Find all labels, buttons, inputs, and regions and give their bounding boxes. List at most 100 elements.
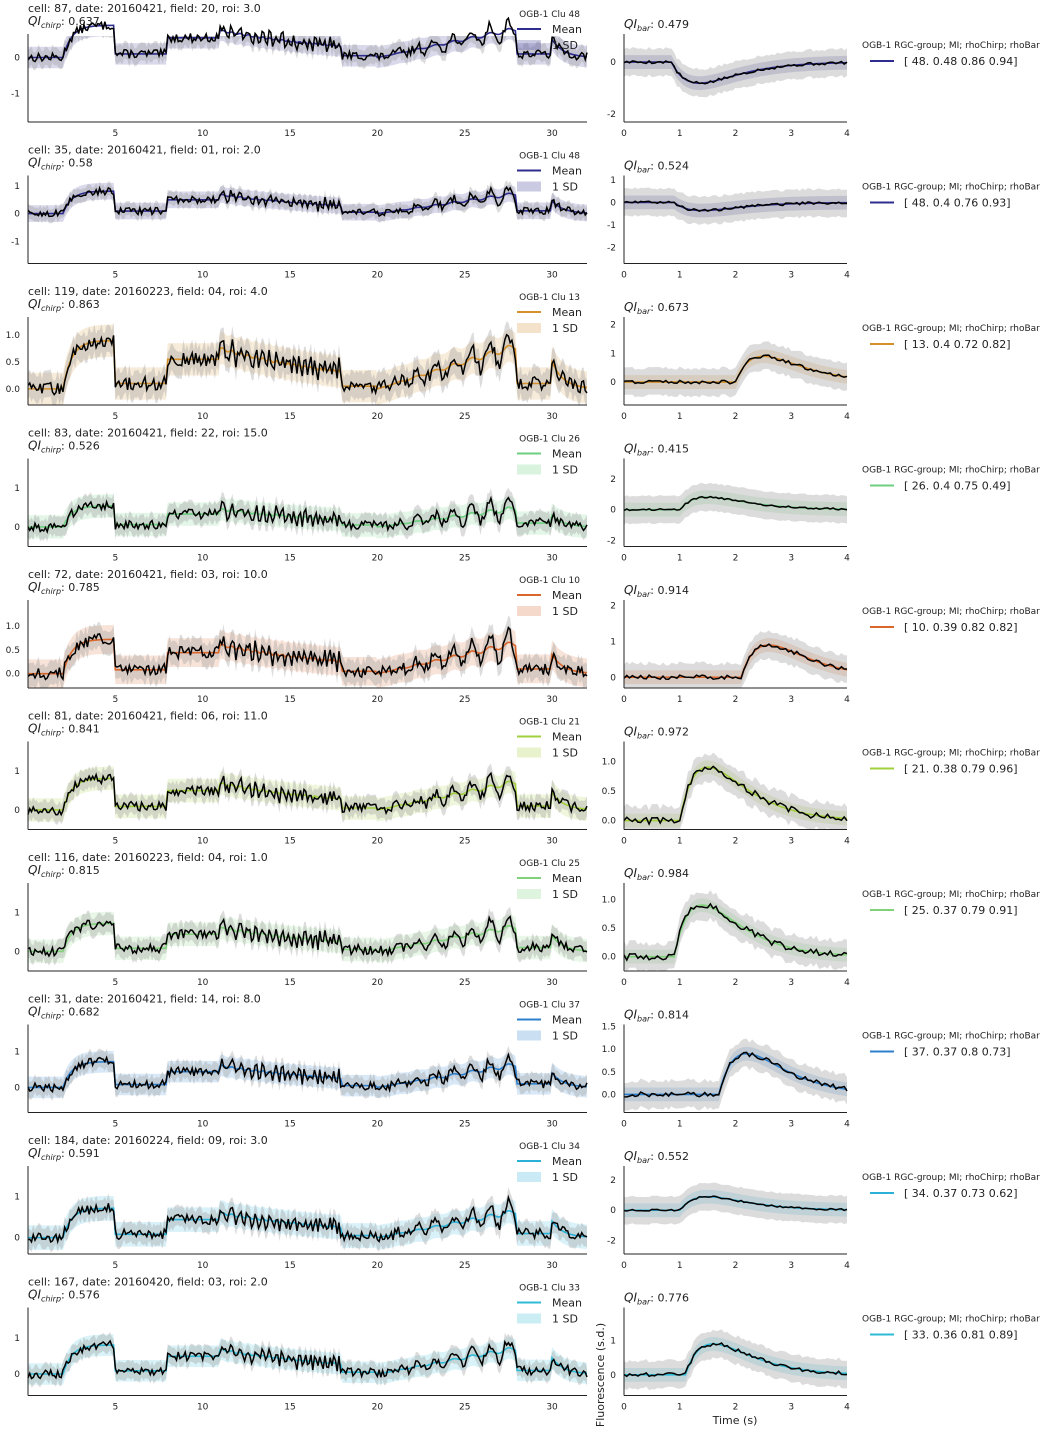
bar-panel: QIbar: 0.479 0 1 2 3 4 0 -2 OGB-1 RGC-group; MI;… [607,17,1040,139]
chirp-x-tick: 15 [284,1120,295,1130]
chirp-x-tick: 5 [112,129,118,139]
cell-sd-band [28,615,587,688]
bar-cell-line [623,354,848,385]
bar-y-tick: 0 [610,378,616,388]
chirp-x-tick: 10 [197,129,209,139]
bar-x-tick: 3 [788,1261,794,1271]
legend-header: OGB-1 RGC-group; MI; rhoChirp; rhoBar [862,1032,1040,1042]
bar-cell-line [623,59,848,85]
chirp-y-tick: 0 [14,523,20,533]
chirp-x-tick: 20 [372,271,384,281]
chirp-legend-title: OGB-1 Clu 37 [519,1001,580,1011]
chirp-panel: cell: 83, date: 20160421, field: 22, roi… [14,427,588,564]
chirp-x-tick: 20 [372,1403,384,1413]
bar-x-tick: 1 [677,1120,683,1130]
bar-x-tick: 4 [844,1120,850,1130]
chirp-y-tick: 1.0 [6,331,21,341]
chirp-x-tick: 20 [372,695,384,705]
bar-x-tick: 2 [733,554,739,564]
chirp-legend-title: OGB-1 Clu 34 [519,1142,580,1152]
bar-x-tick: 4 [844,695,850,705]
chirp-x-tick: 25 [459,412,470,422]
bar-x-tick: 4 [844,412,850,422]
chirp-legend-sd-swatch [517,40,541,50]
chirp-x-tick: 15 [284,1403,295,1413]
bar-y-tick: 0.5 [602,1068,616,1078]
chirp-legend-title: OGB-1 Clu 48 [519,10,580,20]
chirp-title: cell: 167, date: 20160420, field: 03, ro… [28,1276,268,1289]
bar-y-tick: 0.0 [602,817,617,827]
chirp-y-tick: 1 [14,1048,20,1058]
chirp-x-tick: 30 [546,554,558,564]
legend-header: OGB-1 RGC-group; MI; rhoChirp; rhoBar [862,324,1040,334]
bar-qi-label: QIbar: 0.972 [624,725,689,741]
chirp-x-tick: 5 [112,412,118,422]
bar-qi-label: QIbar: 0.776 [624,1291,689,1307]
chirp-legend-mean-label: Mean [552,1014,582,1027]
chirp-x-tick: 10 [197,978,209,988]
bar-y-tick: 2 [610,1176,616,1186]
chirp-y-tick: 1 [14,1193,20,1203]
chirp-x-tick: 30 [546,978,558,988]
bar-sd-band [624,1337,847,1382]
chirp-sd-band [28,182,587,222]
chirp-y-tick: 0 [14,210,20,220]
chirp-legend-sd-swatch [517,323,541,333]
bar-x-tick: 4 [844,129,850,139]
bar-x-tick: 2 [733,1403,739,1413]
chirp-legend-title: OGB-1 Clu 10 [519,576,580,586]
chirp-title: cell: 35, date: 20160421, field: 01, roi… [28,144,261,157]
chirp-legend-sd-swatch [517,1030,541,1041]
bar-x-tick: 2 [733,837,739,847]
bar-x-tick: 4 [844,1403,850,1413]
bar-x-tick: 2 [733,978,739,988]
bar-x-tick: 1 [677,1403,683,1413]
chirp-y-tick: 0 [14,806,20,816]
bar-panel: QIbar: 0.814 0 1 2 3 4 1.5 1.0 0.5 0.0 OGB-1 RGC-g… [602,1008,1040,1130]
chirp-y-tick: 1 [14,908,20,918]
bar-x-tick: 1 [677,1261,683,1271]
chirp-x-tick: 15 [284,695,295,705]
chirp-y-tick: 0.0 [6,385,21,395]
chirp-x-tick: 30 [546,1403,558,1413]
bar-x-tick: 0 [621,554,627,564]
bar-x-tick: 0 [621,837,627,847]
chirp-panel: cell: 72, date: 20160421, field: 03, roi… [6,568,588,705]
chirp-panel: cell: 116, date: 20160223, field: 04, ro… [14,851,588,988]
chirp-legend-sd-label: 1 SD [552,605,578,618]
bar-cell-line [623,495,848,512]
cell-trace-line [27,16,588,63]
bar-panel: QIbar: 0.914 0 1 2 3 4 2 1 0 OGB-1 RGC-group; MI;… [610,583,1040,705]
chirp-x-tick: 10 [197,1403,209,1413]
bar-x-tick: 4 [844,837,850,847]
chirp-x-tick: 30 [546,271,558,281]
chirp-x-tick: 30 [546,1261,558,1271]
chirp-legend-title: OGB-1 Clu 48 [519,152,580,162]
bar-cell-line [623,765,848,826]
chirp-x-tick: 5 [112,1120,118,1130]
bar-panel: QIbar: 0.524 0 1 2 3 4 1 0 -1 -2 OGB-1 RGC-group; … [607,159,1040,281]
chirp-qi-label: QIchirp: 0.841 [28,722,100,738]
cell-sd-band [28,1187,587,1253]
bar-y-tick: 1 [610,1336,616,1346]
cell-trace-line [27,1052,588,1094]
chirp-legend-title: OGB-1 Clu 25 [519,859,580,869]
cell-trace-line [27,1194,588,1245]
chirp-x-tick: 5 [112,695,118,705]
chirp-legend-mean-label: Mean [552,589,582,602]
bar-y-tick: 0.5 [602,924,616,934]
bar-y-tick: 1.0 [602,895,617,905]
bar-y-tick: 1.0 [602,1045,617,1055]
cell-sd-band [28,906,587,966]
chirp-legend-mean-label: Mean [552,1155,582,1168]
chirp-x-tick: 10 [197,837,209,847]
chirp-y-tick: 0 [14,54,20,64]
bar-y-tick: 0 [610,673,616,683]
shared-x-label: Time (s) [712,1414,758,1427]
chirp-qi-label: QIchirp: 0.58 [28,156,93,172]
chirp-qi-label: QIchirp: 0.591 [28,1146,100,1162]
bar-x-tick: 0 [621,412,627,422]
chirp-x-tick: 10 [197,271,209,281]
chirp-y-tick: 0 [14,1370,20,1380]
chirp-title: cell: 87, date: 20160421, field: 20, roi… [28,2,261,15]
